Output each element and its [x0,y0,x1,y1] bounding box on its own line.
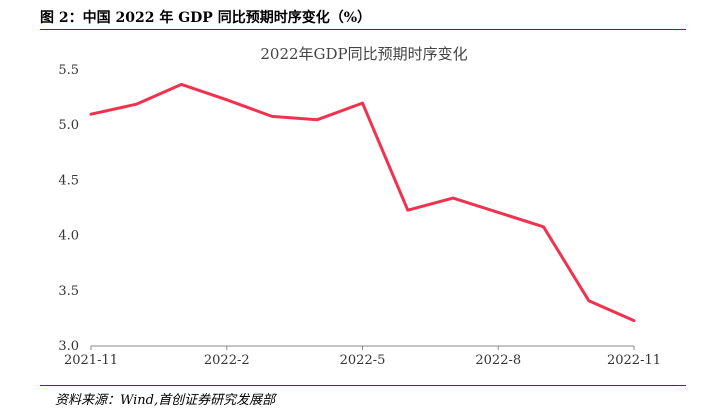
source-rule [40,385,686,386]
x-tick-labels: 2021-11 2022-2 2022-5 2022-8 2022-11 [64,346,661,368]
series-group [89,82,636,323]
series-line [89,82,636,323]
x-tick-label: 2022-11 [607,353,661,368]
y-tick-label: 5.0 [58,118,79,133]
y-tick-labels: 3.0 3.5 4.0 4.5 5.0 5.5 [58,63,79,354]
y-tick-label: 4.5 [58,173,79,188]
chart-title: 2022年GDP同比预期时序变化 [260,45,467,63]
y-tick-label: 3.0 [58,339,79,354]
title-rule [40,29,686,30]
y-tick-label: 4.0 [58,229,79,244]
x-tick-label: 2021-11 [64,353,118,368]
x-tick-label: 2022-5 [340,353,386,368]
y-tick-label: 5.5 [58,63,79,78]
x-tick-label: 2022-2 [204,353,250,368]
source-note: 资料来源：Wind,首创证券研究发展部 [55,393,276,408]
y-tick-label: 3.5 [58,284,79,299]
x-tick-label: 2022-8 [475,353,521,368]
figure-title: 图 2：中国 2022 年 GDP 同比预期时序变化（%） [40,10,372,26]
